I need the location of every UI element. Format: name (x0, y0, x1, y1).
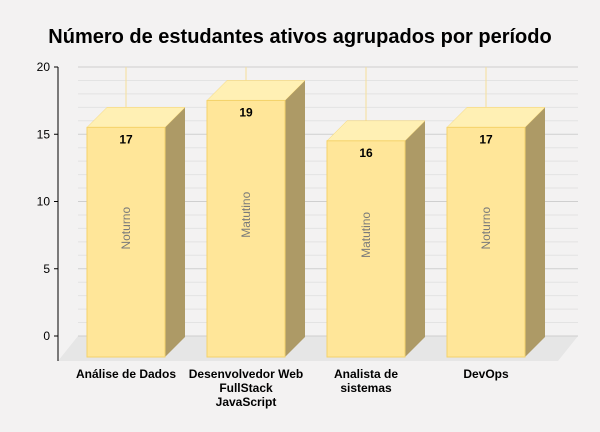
bar-value-label: 19 (239, 105, 253, 119)
y-tick-label: 0 (43, 329, 50, 343)
bar-side (285, 80, 305, 357)
category-labels: Análise de Dados Desenvolvedor Web FullSta… (76, 367, 509, 409)
bar-front (206, 99, 286, 358)
bar-inner-label: Matutino (359, 212, 373, 258)
y-tick-label: 10 (37, 195, 51, 209)
category-label: DevOps (463, 367, 509, 381)
bar-inner-label: Noturno (119, 207, 133, 250)
category-label: Análise de Dados (76, 367, 176, 381)
bar-front (86, 126, 166, 358)
category-label: Analista de sistemas (334, 367, 398, 395)
category-label-line: DevOps (463, 367, 509, 381)
bar: 19 Matutino (206, 67, 306, 358)
bar-side (405, 120, 425, 357)
y-tick-label: 20 (37, 60, 51, 74)
bar-inner-label: Matutino (239, 191, 253, 237)
category-label: Desenvolvedor Web FullStack JavaScript (189, 367, 303, 409)
category-label-line: Análise de Dados (76, 367, 176, 381)
category-label-line: JavaScript (216, 395, 277, 409)
bar-value-label: 16 (359, 146, 373, 160)
y-axis: 0 5 10 15 20 (37, 60, 59, 361)
category-label-line: FullStack (219, 381, 273, 395)
bar: 17 Noturno (446, 67, 546, 358)
bar-side (525, 107, 545, 357)
bar-value-label: 17 (119, 132, 133, 146)
bar: 17 Noturno (86, 67, 186, 358)
y-tick-label: 5 (43, 262, 50, 276)
bar: 16 Matutino (326, 67, 426, 358)
category-label-line: Desenvolvedor Web (189, 367, 303, 381)
bar-front (326, 140, 406, 358)
chart-title: Número de estudantes ativos agrupados po… (48, 26, 551, 48)
bar-value-label: 17 (479, 132, 493, 146)
bars: 17 Noturno 19 Matutino 16 Matutino 17 Noturno (86, 67, 546, 358)
bar-side (165, 107, 185, 357)
bar-front (446, 126, 526, 358)
y-tick-label: 15 (37, 127, 51, 141)
category-label-line: Analista de (334, 367, 398, 381)
bar-inner-label: Noturno (479, 207, 493, 250)
category-label-line: sistemas (340, 381, 392, 395)
